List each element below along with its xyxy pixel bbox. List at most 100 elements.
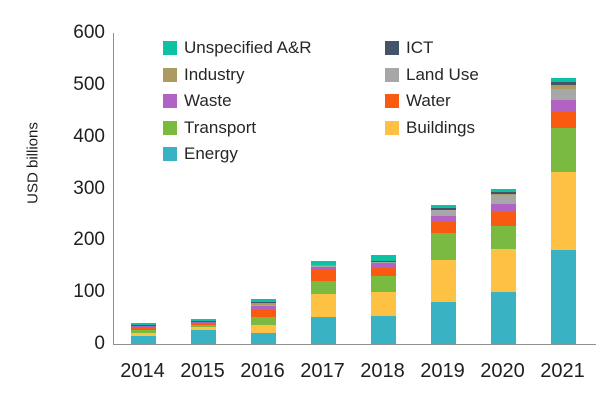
bar-segment-energy <box>371 315 396 344</box>
legend-label: Industry <box>184 64 245 84</box>
bar-segment-waste <box>371 263 396 269</box>
bar-segment-transport <box>131 330 156 333</box>
legend-label: ICT <box>406 38 434 57</box>
bar-segment-unspecified-a-r <box>431 204 456 208</box>
legend-label: Energy <box>184 144 238 164</box>
bar-segment-unspecified-a-r <box>311 260 336 265</box>
y-tick-label: 100 <box>73 281 105 303</box>
bar-segment-buildings <box>371 291 396 316</box>
bar-segment-unspecified-a-r <box>131 323 156 326</box>
legend-swatch-icon <box>163 147 177 162</box>
bar-segment-land-use <box>431 210 456 216</box>
y-tick-label: 200 <box>73 229 105 251</box>
bar-2020 <box>491 189 516 344</box>
bar-segment-transport <box>251 317 276 325</box>
legend-swatch-icon <box>163 94 177 109</box>
bar-segment-land-use <box>371 262 396 264</box>
bar-segment-ict <box>551 82 576 85</box>
bar-segment-waste <box>251 305 276 310</box>
bar-segment-transport <box>551 127 576 172</box>
legend-item-industry: Industry <box>163 65 244 85</box>
bar-segment-water <box>491 212 516 226</box>
bar-segment-ict <box>311 264 336 266</box>
bar-segment-buildings <box>251 324 276 333</box>
bar-segment-industry <box>371 261 396 263</box>
bar-segment-waste <box>191 321 216 324</box>
legend-swatch-icon <box>163 41 177 55</box>
bar-segment-transport <box>191 324 216 327</box>
y-tick-label: 600 <box>73 22 105 43</box>
bar-segment-land-use <box>311 265 336 267</box>
bar-segment-transport <box>371 276 396 292</box>
bar-segment-unspecified-a-r <box>551 78 576 83</box>
x-tick-label-2015: 2015 <box>180 360 225 382</box>
bar-segment-water <box>191 323 216 325</box>
bar-2019 <box>431 204 456 344</box>
plot-area <box>113 33 596 345</box>
legend-swatch-icon <box>385 120 399 135</box>
bar-segment-water <box>251 309 276 318</box>
x-tick-label-2021: 2021 <box>540 360 585 382</box>
bar-segment-ict <box>431 207 456 210</box>
legend-item-ict: ICT <box>385 38 433 58</box>
bar-segment-unspecified-a-r <box>371 255 396 262</box>
bar-segment-land-use <box>551 89 576 100</box>
bar-segment-transport <box>311 280 336 295</box>
bar-segment-energy <box>251 332 276 344</box>
bar-segment-energy <box>551 249 576 344</box>
bar-segment-industry <box>491 193 516 195</box>
bar-segment-water <box>311 269 336 281</box>
x-tick-label-2020: 2020 <box>480 360 525 382</box>
legend-swatch-icon <box>385 94 399 109</box>
bar-segment-waste <box>551 99 576 113</box>
bar-segment-waste <box>131 325 156 328</box>
bar-segment-industry <box>431 209 456 211</box>
legend-swatch-icon <box>163 67 177 82</box>
bar-segment-waste <box>311 266 336 270</box>
bar-segment-energy <box>191 330 216 344</box>
bar-2018 <box>371 255 396 344</box>
legend-swatch-icon <box>385 41 399 55</box>
bar-segment-energy <box>431 301 456 344</box>
x-tick-label-2018: 2018 <box>360 360 405 382</box>
bar-segment-ict <box>491 192 516 194</box>
x-tick-label-2014: 2014 <box>120 360 165 382</box>
x-tick-label-2016: 2016 <box>240 360 285 382</box>
bar-segment-buildings <box>191 326 216 331</box>
y-tick-label: 400 <box>73 125 105 147</box>
y-tick-label: 0 <box>94 333 105 354</box>
bar-segment-water <box>431 222 456 233</box>
bar-segment-buildings <box>431 259 456 302</box>
y-tick-label: 500 <box>73 73 105 95</box>
legend-swatch-icon <box>385 67 399 82</box>
bar-segment-unspecified-a-r <box>251 298 276 303</box>
legend-label: Water <box>406 91 451 111</box>
legend-label: Transport <box>184 117 257 137</box>
bar-segment-ict <box>371 261 396 262</box>
legend-swatch-icon <box>163 120 177 135</box>
bar-segment-industry <box>251 302 276 305</box>
bar-2014 <box>131 323 156 344</box>
legend-item-buildings: Buildings <box>385 118 475 138</box>
bar-segment-industry <box>311 265 336 266</box>
bar-segment-energy <box>311 316 336 344</box>
legend-label: Unspecified A&R <box>184 38 312 57</box>
bar-segment-water <box>131 327 156 331</box>
legend-item-transport: Transport <box>163 118 256 138</box>
x-tick-label-2019: 2019 <box>420 360 465 382</box>
bar-2015 <box>191 319 216 344</box>
legend-label: Waste <box>184 91 232 111</box>
bar-segment-waste <box>491 204 516 213</box>
legend-item-water: Water <box>385 91 451 111</box>
bar-segment-water <box>551 112 576 128</box>
bar-2017 <box>311 260 336 344</box>
legend-label: Buildings <box>406 117 475 137</box>
bar-segment-buildings <box>491 248 516 292</box>
legend-item-unspecified-a-r: Unspecified A&R <box>163 38 312 58</box>
bar-segment-waste <box>431 215 456 223</box>
bar-segment-water <box>371 268 396 277</box>
legend-item-waste: Waste <box>163 91 232 111</box>
legend-item-land-use: Land Use <box>385 65 479 85</box>
legend-label: Land Use <box>406 64 479 84</box>
